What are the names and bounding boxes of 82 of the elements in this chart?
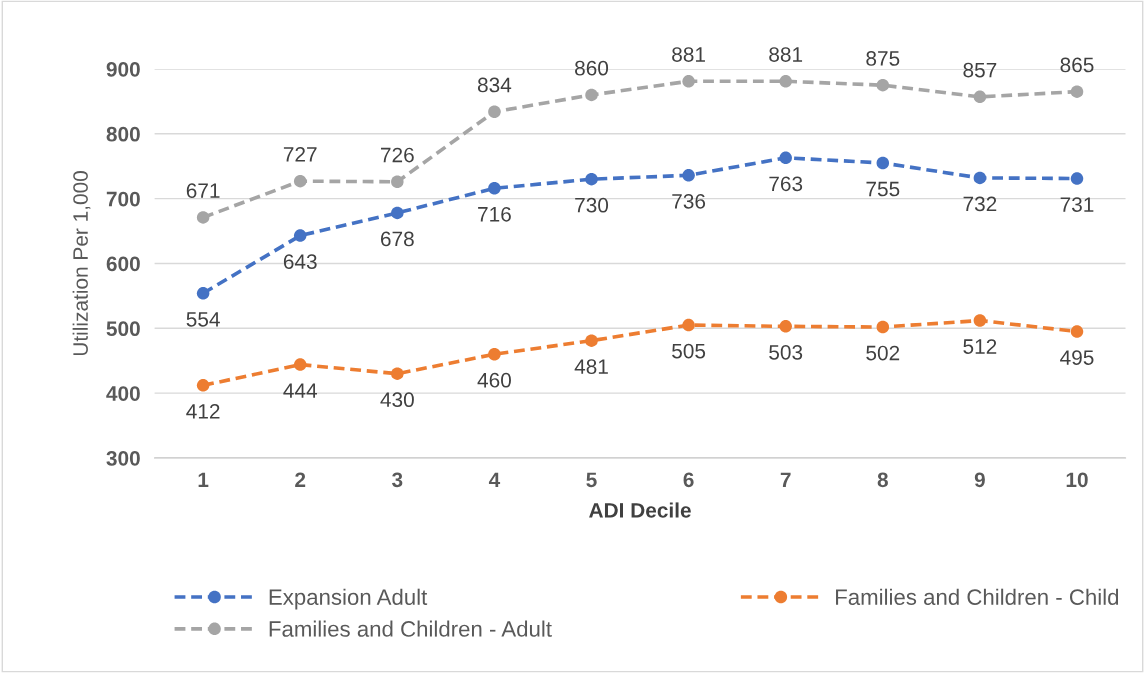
data-label: 834	[477, 77, 512, 93]
data-label: 857	[963, 62, 997, 78]
x-tick-label: 8	[877, 472, 888, 488]
point	[779, 151, 792, 165]
data-label: 875	[866, 51, 900, 66]
point	[391, 206, 404, 220]
x-tick-label: 9	[974, 472, 985, 488]
point	[488, 182, 501, 195]
point	[585, 88, 598, 102]
data-label: 736	[672, 193, 706, 209]
point	[876, 320, 890, 334]
data-label: 763	[769, 176, 803, 192]
point	[876, 78, 890, 92]
y-tick-label: 600	[106, 256, 140, 272]
point	[973, 171, 987, 185]
point	[391, 175, 404, 189]
data-label: 732	[963, 196, 997, 212]
legend-label: Families and Children - Adult	[269, 620, 552, 637]
x-tick-label: 10	[1066, 472, 1088, 488]
y-tick-label: 700	[106, 191, 140, 207]
x-tick-label: 7	[780, 472, 791, 487]
data-label: 512	[963, 339, 997, 354]
x-tick-label: 2	[295, 472, 306, 487]
data-label: 727	[283, 146, 317, 162]
x-tick-label: 5	[586, 472, 597, 488]
point	[196, 379, 210, 392]
point	[973, 314, 987, 327]
y-tick-label: 300	[106, 450, 140, 466]
point	[488, 347, 501, 361]
data-label: 716	[478, 206, 511, 222]
point	[1070, 325, 1084, 338]
legend-label: Expansion Adult	[269, 588, 428, 610]
point	[196, 287, 210, 300]
data-label: 678	[380, 231, 414, 247]
point	[682, 318, 695, 332]
data-label: 860	[575, 60, 609, 76]
data-label: 412	[186, 403, 220, 419]
y-tick-label: 400	[106, 386, 140, 401]
data-label: 755	[866, 181, 900, 197]
data-label: 503	[769, 344, 803, 360]
data-label: 460	[477, 372, 511, 388]
x-tick-label: 1	[198, 472, 209, 487]
data-label: 554	[186, 312, 220, 327]
y-tick-label: 800	[106, 126, 140, 142]
point	[973, 90, 987, 104]
point	[682, 169, 695, 182]
x-tick-label: 3	[392, 472, 403, 488]
x-axis-title: ADI Decile	[589, 502, 691, 518]
data-label: 881	[769, 47, 803, 62]
data-label: 881	[672, 47, 705, 62]
point	[779, 75, 792, 88]
point	[391, 367, 404, 380]
point	[876, 156, 890, 170]
data-label: 502	[866, 345, 900, 361]
point	[293, 174, 307, 188]
data-label: 505	[672, 343, 706, 359]
data-label: 671	[186, 183, 220, 199]
point	[488, 105, 501, 119]
x-tick-label: 6	[683, 472, 694, 488]
point	[1070, 172, 1084, 185]
y-tick-label: 500	[106, 321, 140, 337]
point	[585, 172, 598, 186]
point	[682, 75, 695, 88]
point	[779, 320, 792, 333]
data-label: 730	[575, 197, 609, 213]
y-tick-label: 900	[106, 61, 140, 77]
data-label: 865	[1060, 57, 1094, 73]
point	[1070, 85, 1084, 98]
point	[196, 211, 210, 224]
data-label: 731	[1060, 197, 1094, 212]
data-label: 481	[574, 359, 608, 374]
data-label: 495	[1060, 350, 1094, 365]
data-label: 643	[283, 254, 317, 269]
x-tick-label: 4	[488, 472, 501, 487]
point	[293, 358, 307, 371]
point	[293, 229, 307, 242]
point	[585, 334, 598, 347]
legend-label: Families and Children - Child	[836, 588, 1119, 606]
data-label: 430	[380, 392, 414, 408]
data-label: 726	[381, 147, 414, 163]
y-axis-title: Utilization Per 1,000	[72, 171, 91, 356]
data-label: 444	[283, 383, 317, 398]
